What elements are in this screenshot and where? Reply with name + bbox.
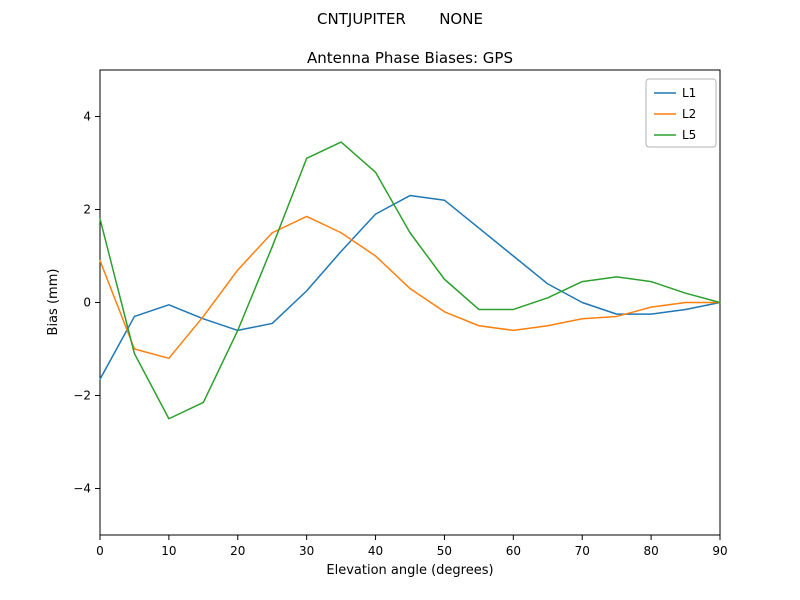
x-tick-label: 90 (712, 544, 727, 558)
plot-area: 0 10 20 30 40 50 60 70 80 90 −4 −2 0 2 4 L1 L2 L5 (73, 69, 728, 558)
x-tick-label: 0 (96, 544, 104, 558)
x-tick-label: 40 (368, 544, 383, 558)
axes-title: Antenna Phase Biases: GPS (307, 49, 513, 67)
y-tick-label: −2 (73, 389, 91, 403)
legend-box (645, 78, 717, 148)
legend-label-L2: L2 (682, 107, 696, 121)
x-tick-label: 60 (506, 544, 521, 558)
x-tick-label: 70 (575, 544, 590, 558)
x-tick-label: 50 (437, 544, 452, 558)
series-line-L2 (99, 215, 721, 360)
y-tick-label: 2 (83, 203, 91, 217)
x-tick-label: 80 (643, 544, 658, 558)
x-tick-label: 30 (299, 544, 314, 558)
series-line-L5 (99, 141, 721, 420)
y-tick-label: −4 (73, 482, 91, 496)
y-tick-label: 0 (83, 296, 91, 310)
y-tick-label: 4 (83, 110, 91, 124)
legend-label-L1: L1 (682, 86, 696, 100)
y-axis-label: Bias (mm) (46, 269, 61, 336)
plot-frame (99, 69, 721, 536)
x-axis-label: Elevation angle (degrees) (326, 563, 493, 578)
x-tick-label: 20 (230, 544, 245, 558)
figure-title: CNTJUPITER NONE (317, 10, 483, 28)
x-tick-label: 10 (161, 544, 176, 558)
series-line-L1 (99, 194, 721, 380)
legend-label-L5: L5 (682, 128, 696, 142)
